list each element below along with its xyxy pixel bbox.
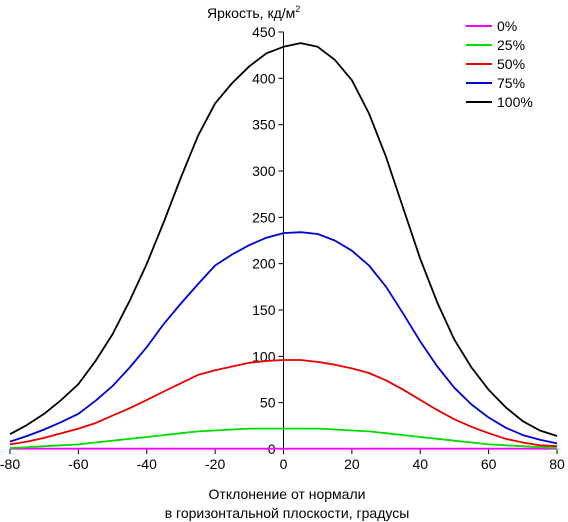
plot-area (10, 32, 557, 450)
x-tick-label: 80 (549, 456, 565, 472)
chart-title: Яркость, кд/м2 (207, 4, 300, 21)
y-tick-label: 300 (252, 163, 276, 179)
series-line-50pct (9, 359, 558, 448)
x-tick-label: 0 (280, 456, 288, 472)
legend-label: 0% (497, 18, 517, 34)
legend-label: 25% (497, 37, 525, 53)
y-tick-label: 400 (252, 70, 276, 86)
y-tick-label: 200 (252, 256, 276, 272)
legend-label: 50% (497, 56, 525, 72)
legend-label: 100% (497, 94, 533, 110)
x-tick-label: -80 (0, 456, 20, 472)
series-line-75pct (9, 231, 558, 445)
y-tick-label: 50 (260, 395, 276, 411)
y-tick-label: 450 (252, 24, 276, 40)
y-tick-label: 250 (252, 209, 276, 225)
x-tick-label: 20 (344, 456, 360, 472)
series-line-100pct (9, 42, 558, 437)
x-axis-label-line2: в горизонтальной плоскости, градусы (165, 505, 410, 521)
x-tick-label: 60 (481, 456, 497, 472)
y-tick-label: 350 (252, 117, 276, 133)
series-line-25pct (9, 427, 558, 449)
x-tick-label: 40 (412, 456, 428, 472)
x-tick-label: -40 (137, 456, 157, 472)
legend-label: 75% (497, 75, 525, 91)
x-axis-label-line1: Отклонение от нормали (209, 486, 366, 502)
legend: 0% 25% 50% 75% 100% (466, 18, 533, 110)
x-axis-ticks: -80 -60 -40 -20 0 20 40 60 80 (0, 449, 565, 472)
series-group (9, 42, 558, 450)
x-tick-label: -60 (68, 456, 88, 472)
x-tick-label: -20 (205, 456, 225, 472)
y-tick-label: 150 (252, 302, 276, 318)
